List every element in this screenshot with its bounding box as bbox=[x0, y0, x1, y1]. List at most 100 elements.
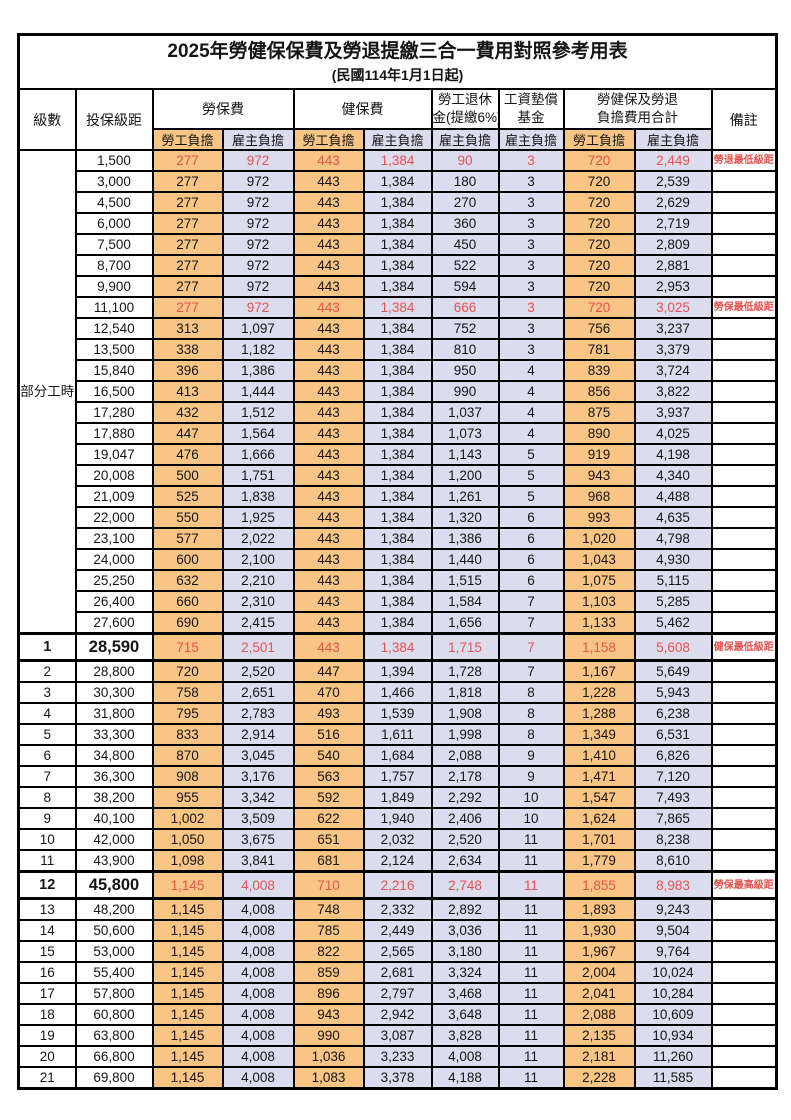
cell-pension-employer: 1,320 bbox=[430, 506, 500, 529]
cell-bracket: 28,590 bbox=[74, 632, 154, 662]
cell-bracket: 43,900 bbox=[74, 849, 154, 873]
cell-labor-employer: 4,008 bbox=[221, 982, 295, 1005]
cell-health-employee: 443 bbox=[292, 254, 365, 277]
cell-labor-employee: 277 bbox=[151, 254, 224, 277]
cell-arrears-employer: 11 bbox=[497, 870, 565, 900]
header-total: 勞健保及勞退 負擔費用合計 bbox=[562, 88, 713, 130]
cell-remark bbox=[710, 401, 778, 424]
cell-bracket: 25,250 bbox=[74, 569, 154, 592]
cell-labor-employer: 1,444 bbox=[221, 380, 295, 403]
cell-pension-employer: 450 bbox=[430, 233, 500, 256]
table-row: 4 31,800 795 2,783 493 1,539 1,908 8 1,28… bbox=[17, 702, 778, 725]
title-cell: 2025年勞健保保費及勞退提繳三合一費用對照參考用表 (民國114年1月1日起) bbox=[17, 33, 778, 90]
cell-total-employer: 4,798 bbox=[633, 527, 713, 550]
table-row: 1 28,590 715 2,501 443 1,384 1,715 7 1,15… bbox=[17, 632, 778, 662]
cell-total-employer: 8,610 bbox=[633, 849, 713, 873]
cell-labor-employer: 3,675 bbox=[221, 828, 295, 851]
subheader-health-employer: 雇主負擔 bbox=[362, 128, 433, 151]
cell-total-employee: 720 bbox=[562, 191, 636, 214]
cell-total-employer: 4,340 bbox=[633, 464, 713, 487]
cell-total-employer: 8,983 bbox=[633, 870, 713, 900]
cell-arrears-employer: 9 bbox=[497, 744, 565, 767]
table-row: 21 69,800 1,145 4,008 1,083 3,378 4,188 1… bbox=[17, 1066, 778, 1090]
table-row: 17,880 447 1,564 443 1,384 1,073 4 890 4… bbox=[19, 422, 778, 445]
table-row: 25,250 632 2,210 443 1,384 1,515 6 1,075… bbox=[19, 569, 778, 592]
cell-health-employer: 1,384 bbox=[362, 422, 433, 445]
cell-bracket: 20,008 bbox=[74, 464, 154, 487]
cell-labor-employee: 1,050 bbox=[151, 828, 224, 851]
cell-pension-employer: 2,406 bbox=[430, 807, 500, 830]
cell-labor-employer: 4,008 bbox=[221, 1003, 295, 1026]
cell-total-employee: 720 bbox=[562, 149, 636, 172]
cell-labor-employer: 1,182 bbox=[221, 338, 295, 361]
cell-arrears-employer: 11 bbox=[497, 1066, 565, 1090]
subheader-pension-employer: 雇主負擔 bbox=[430, 128, 500, 151]
table-row: 部分工時 1,500 277 972 443 1,384 90 3 720 2,4… bbox=[17, 149, 778, 635]
cell-health-employee: 443 bbox=[292, 506, 365, 529]
cell-level: 16 bbox=[17, 961, 77, 984]
cell-arrears-employer: 11 bbox=[497, 1024, 565, 1047]
cell-health-employer: 2,942 bbox=[362, 1003, 433, 1026]
cell-health-employer: 1,384 bbox=[362, 569, 433, 592]
cell-total-employer: 10,024 bbox=[633, 961, 713, 984]
part-time-group-cell: 部分工時 bbox=[17, 149, 77, 635]
cell-pension-employer: 3,036 bbox=[430, 919, 500, 942]
cell-arrears-employer: 11 bbox=[497, 1045, 565, 1068]
cell-total-employer: 6,826 bbox=[633, 744, 713, 767]
cell-remark: 勞保最低級距 bbox=[710, 296, 778, 319]
cell-labor-employee: 1,098 bbox=[151, 849, 224, 873]
table-row: 9,900 277 972 443 1,384 594 3 720 2,953 bbox=[19, 275, 778, 298]
cell-total-employer: 4,930 bbox=[633, 548, 713, 571]
cell-health-employee: 563 bbox=[292, 765, 365, 788]
cell-arrears-employer: 8 bbox=[497, 702, 565, 725]
cell-health-employee: 748 bbox=[292, 897, 365, 921]
table-row: 14 50,600 1,145 4,008 785 2,449 3,036 11 … bbox=[17, 919, 778, 942]
cell-health-employee: 443 bbox=[292, 401, 365, 424]
table-row: 2 28,800 720 2,520 447 1,394 1,728 7 1,16… bbox=[17, 659, 778, 683]
cell-level: 14 bbox=[17, 919, 77, 942]
cell-bracket: 24,000 bbox=[74, 548, 154, 571]
subheader-total-employer: 雇主負擔 bbox=[633, 128, 713, 151]
cell-total-employer: 5,649 bbox=[633, 659, 713, 683]
cell-labor-employee: 632 bbox=[151, 569, 224, 592]
cell-total-employer: 3,025 bbox=[633, 296, 713, 319]
cell-pension-employer: 2,520 bbox=[430, 828, 500, 851]
cell-bracket: 7,500 bbox=[74, 233, 154, 256]
page-title: 2025年勞健保保費及勞退提繳三合一費用對照參考用表 bbox=[167, 41, 628, 62]
cell-labor-employee: 1,145 bbox=[151, 919, 224, 942]
table-row: 10 42,000 1,050 3,675 651 2,032 2,520 11 … bbox=[17, 828, 778, 851]
cell-pension-employer: 360 bbox=[430, 212, 500, 235]
cell-total-employee: 875 bbox=[562, 401, 636, 424]
cell-remark bbox=[710, 590, 778, 613]
cell-labor-employer: 3,509 bbox=[221, 807, 295, 830]
cell-health-employer: 1,384 bbox=[362, 506, 433, 529]
cell-bracket: 15,840 bbox=[74, 359, 154, 382]
cell-labor-employer: 2,651 bbox=[221, 681, 295, 704]
cell-pension-employer: 90 bbox=[430, 149, 500, 172]
cell-total-employer: 2,719 bbox=[633, 212, 713, 235]
cell-health-employer: 2,565 bbox=[362, 940, 433, 963]
cell-pension-employer: 810 bbox=[430, 338, 500, 361]
cell-labor-employee: 1,145 bbox=[151, 961, 224, 984]
cell-total-employee: 1,043 bbox=[562, 548, 636, 571]
cell-labor-employee: 550 bbox=[151, 506, 224, 529]
cell-bracket: 19,047 bbox=[74, 443, 154, 466]
cell-bracket: 55,400 bbox=[74, 961, 154, 984]
cell-total-employee: 756 bbox=[562, 317, 636, 340]
cell-health-employee: 443 bbox=[292, 233, 365, 256]
cell-arrears-employer: 3 bbox=[497, 149, 565, 172]
cell-total-employer: 3,379 bbox=[633, 338, 713, 361]
cell-total-employee: 720 bbox=[562, 233, 636, 256]
cell-arrears-employer: 11 bbox=[497, 919, 565, 942]
header-health-insurance: 健保費 bbox=[292, 88, 433, 130]
cell-health-employer: 1,394 bbox=[362, 659, 433, 683]
table-row: 11 43,900 1,098 3,841 681 2,124 2,634 11 … bbox=[17, 849, 778, 873]
cell-labor-employee: 600 bbox=[151, 548, 224, 571]
cell-total-employee: 1,471 bbox=[562, 765, 636, 788]
cell-labor-employee: 277 bbox=[151, 212, 224, 235]
cell-labor-employee: 1,145 bbox=[151, 1003, 224, 1026]
cell-bracket: 8,700 bbox=[74, 254, 154, 277]
cell-pension-employer: 522 bbox=[430, 254, 500, 277]
cell-level: 18 bbox=[17, 1003, 77, 1026]
cell-remark bbox=[710, 275, 778, 298]
